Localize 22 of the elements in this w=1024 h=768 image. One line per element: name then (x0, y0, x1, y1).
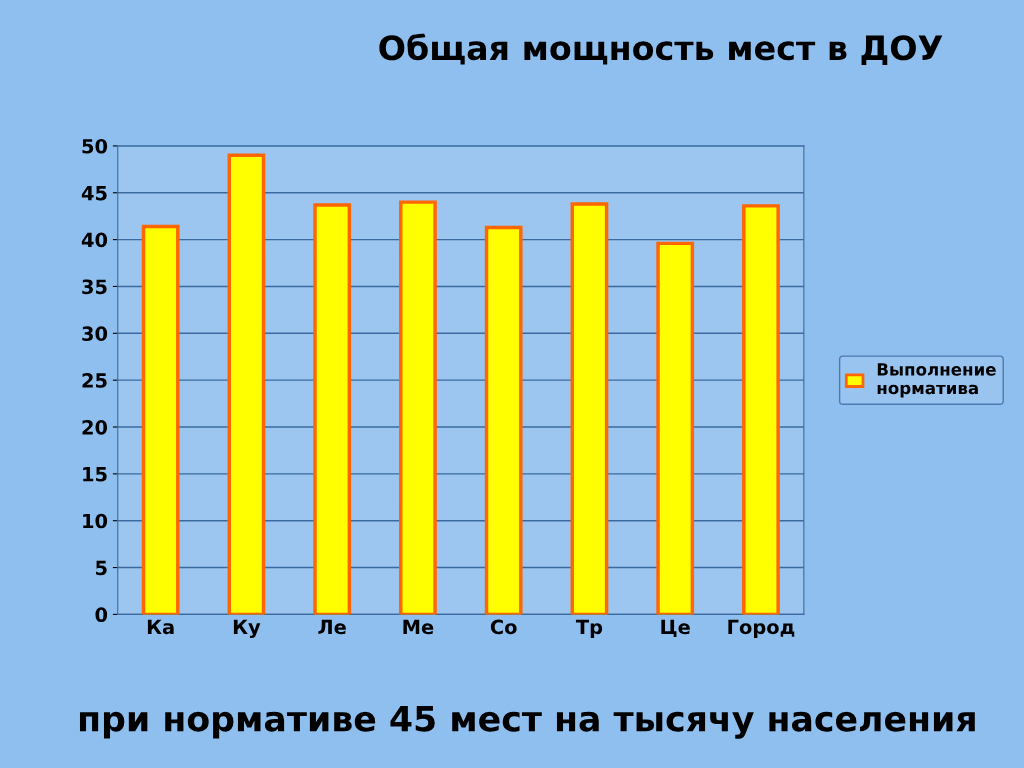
y-tick-label: 0 (95, 607, 108, 623)
x-tick-label: Со (490, 619, 517, 635)
x-tick-label: Город (728, 619, 795, 639)
x-tick-label: Ка (147, 619, 174, 635)
x-tick-label: Тр (575, 619, 603, 639)
y-tick-label: 10 (83, 513, 108, 529)
y-tick-label: 45 (81, 185, 107, 201)
x-tick-label: Ку (233, 619, 261, 639)
y-tick-label: 25 (82, 373, 107, 388)
y-tick-label: 40 (81, 232, 108, 248)
y-tick-label: 15 (83, 467, 107, 482)
chart-title: Общая мощность мест в ДОУ (379, 33, 943, 66)
x-tick-label: Ме (403, 619, 434, 635)
text: при нормативе 45 мест на тысячу населения (79, 705, 975, 739)
y-tick-label: 35 (82, 279, 107, 295)
y-tick-label: 50 (82, 138, 108, 154)
x-tick-label: Це (661, 619, 690, 638)
y-tick-label: 20 (82, 419, 108, 435)
x-tick-label: Ле (318, 619, 346, 635)
legend-label: Выполнение норматива (877, 363, 996, 398)
y-tick-label: 30 (82, 326, 108, 341)
y-tick-label: 5 (96, 560, 107, 576)
